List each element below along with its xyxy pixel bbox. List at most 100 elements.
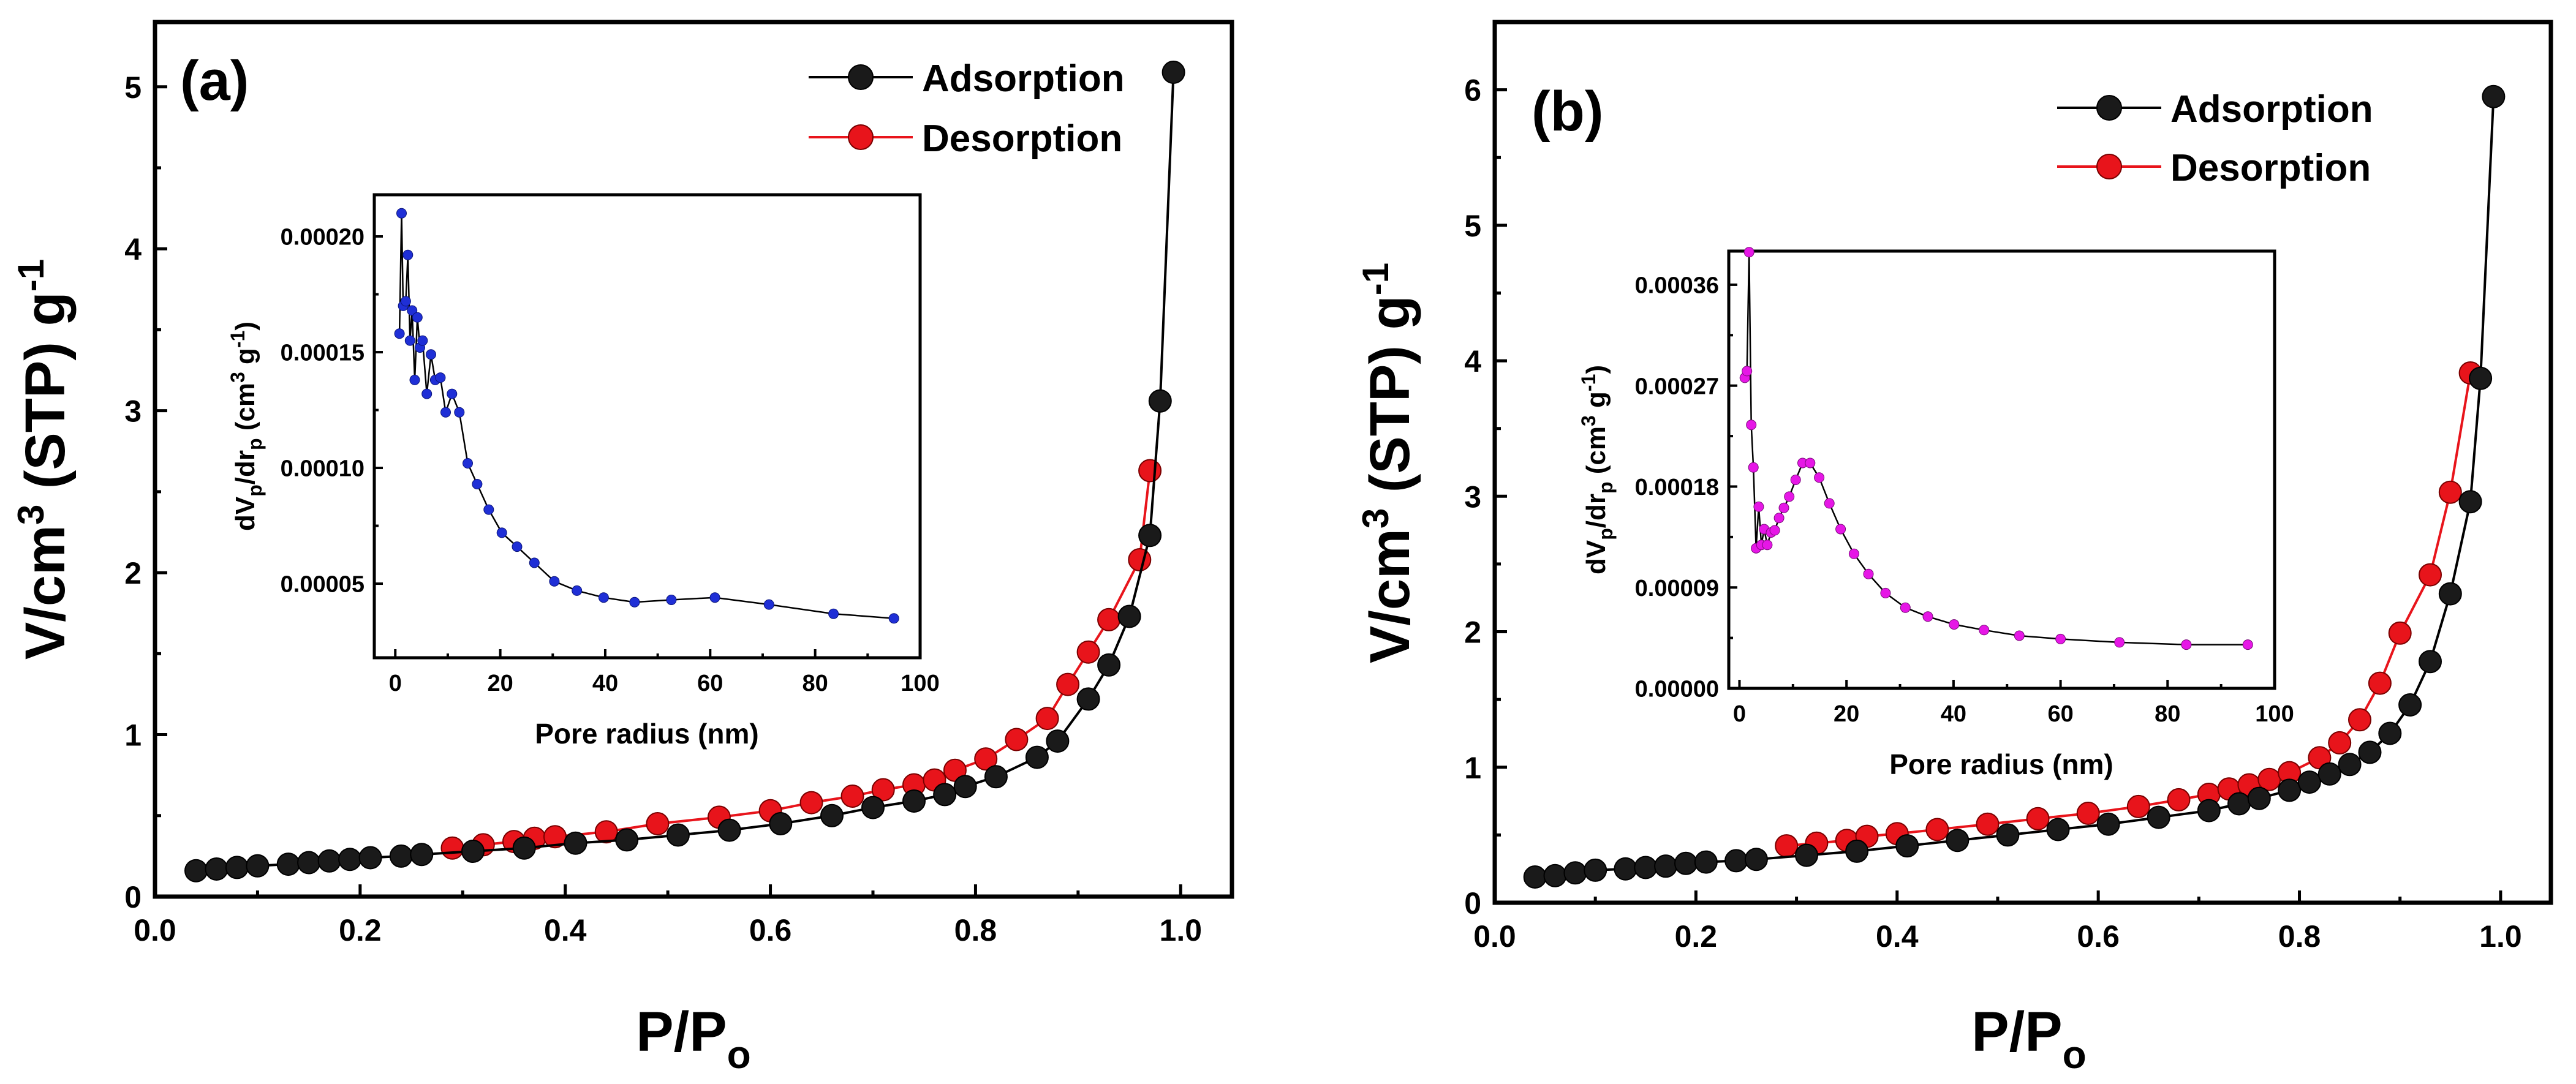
panel-a-inset-psd-point: [496, 527, 507, 538]
panel-b-adsorption-point: [2419, 650, 2442, 674]
panel-a-adsorption-point: [410, 843, 434, 867]
panel-b-y-tick-label: 1: [1464, 751, 1481, 785]
panel-b-adsorption-point: [1543, 864, 1567, 887]
panel-b-adsorption-point: [1795, 843, 1818, 867]
panel-b-x-label: P/Po: [1971, 1001, 2086, 1077]
panel-a-adsorption-point: [461, 840, 485, 863]
panel-b: 0.0 0.2 0.4 0.6 0.8 1.0 0 1 2 3 4 5 6 (b) Adsorption…: [1355, 20, 2553, 1077]
panel-a-desorption-point: [1128, 548, 1152, 571]
panel-a-adsorption-point: [184, 859, 208, 883]
panel-a-desorption-point: [1138, 459, 1162, 483]
panel-a-inset-x-label: Pore radius (nm): [535, 718, 759, 750]
panel-a-inset-psd-point: [463, 458, 473, 469]
panel-b-inset-ticks: 0 20 40 60 80 100 0.00000 0.00009 0.00018 0.00027…: [1635, 273, 2294, 727]
panel-b-inset-psd-point: [1805, 457, 1816, 469]
panel-a-inset-psd-point: [417, 335, 428, 346]
panel-a-inset-y-label: dVp/drp (cm3 g-1): [227, 322, 266, 531]
panel-b-desorption-point: [1976, 812, 2000, 836]
panel-b-desorption-point: [2328, 731, 2352, 755]
panel-a-inset-y-tick-label: 0.00010: [281, 456, 364, 482]
panel-b-adsorption-point: [2438, 582, 2462, 606]
panel-b-inset-psd-point: [1748, 462, 1759, 473]
panel-b-desorption-point: [2167, 788, 2191, 811]
panel-a-adsorption-point: [358, 846, 382, 870]
panel-a-adsorption-point: [1097, 653, 1121, 677]
panel-a-desorption-point: [594, 820, 618, 844]
panel-a-inset-x-tick-label: 40: [592, 671, 618, 696]
panel-b-adsorption-point: [2458, 490, 2482, 514]
panel-b-inset-psd-point: [1790, 475, 1801, 485]
panel-b-inset-x-tick-label: 40: [1941, 701, 1966, 727]
panel-b-inset-psd-point: [1753, 501, 1764, 512]
panel-a-inset-psd-point: [400, 296, 411, 307]
panel-a-adsorption-point: [953, 775, 977, 799]
panel-a-legend-desorption-marker: [848, 124, 874, 150]
panel-b-adsorption-point: [1694, 850, 1718, 874]
panel-a-inset-ticks: 0 20 40 60 80 100 0.00005 0.00010 0.00015 0.00020: [281, 225, 940, 696]
panel-b-adsorption-point: [1895, 834, 1919, 858]
panel-a-inset-psd-point: [512, 541, 523, 552]
panel-b-adsorption-point: [2482, 85, 2506, 108]
panel-a-inset-y-tick-label: 0.00005: [281, 572, 364, 598]
panel-b-desorption-point: [2126, 794, 2150, 818]
panel-b-inset-psd-point: [1814, 472, 1825, 483]
panel-b-adsorption-point: [2197, 799, 2221, 822]
panel-b-ticks: 0.0 0.2 0.4 0.6 0.8 1.0 0 1 2 3 4 5 6: [1464, 73, 2521, 954]
panel-a-inset-psd-point: [435, 372, 446, 383]
panel-a-adsorption-point: [225, 856, 249, 879]
panel-a-inset-psd-point: [447, 388, 458, 399]
panel-b-y-tick-label: 2: [1464, 615, 1481, 650]
panel-a-inset-psd-point: [483, 504, 494, 515]
panel-a-x-label: P/Po: [636, 1001, 750, 1077]
panel-b-adsorption-point: [2227, 792, 2251, 816]
panel-a-inset-psd-point: [709, 592, 720, 603]
panel-b-inset-psd-point: [2114, 637, 2125, 648]
panel-b-adsorption-point: [1996, 823, 2020, 847]
panel-a-desorption-point: [871, 778, 895, 802]
panel-a-adsorption-point: [564, 831, 587, 855]
panel-b-inset-psd-point: [1848, 548, 1859, 559]
panel-b-x-tick-label: 0.2: [1675, 919, 1718, 954]
panel-b-adsorption-point: [2469, 366, 2493, 390]
panel-a-adsorption-point: [902, 789, 926, 813]
panel-a-label: (a): [180, 50, 249, 112]
panel-b-adsorption-point: [1634, 856, 1658, 879]
panel-a: 0.0 0.2 0.4 0.6 0.8 1.0 0 1 2 3 4 5 (a) Adsorption …: [10, 20, 1234, 1077]
panel-a-inset-x-tick-label: 80: [803, 671, 828, 696]
panel-a-adsorption-point: [1025, 745, 1049, 769]
panel-a-inset-psd-point: [763, 599, 774, 610]
panel-a-x-tick-label: 1.0: [1160, 913, 1203, 947]
panel-b-adsorption-point: [2046, 818, 2070, 841]
panel-b-desorption-point: [2348, 708, 2371, 732]
panel-a-y-tick-label: 1: [124, 718, 142, 753]
panel-a-inset-psd-point: [421, 388, 432, 399]
panel-a-desorption-point: [1056, 672, 1080, 696]
panel-b-inset-y-label: dVp/drp (cm3 g-1): [1577, 365, 1617, 574]
panel-a-inset-psd-point: [828, 608, 839, 619]
panel-a-adsorption-point: [389, 844, 413, 868]
panel-a-legend: Adsorption Desorption: [809, 58, 1125, 160]
panel-b-inset-y-tick-label: 0.00009: [1635, 576, 1719, 601]
panel-b-y-tick-label: 4: [1464, 344, 1481, 378]
panel-b-desorption-point: [2388, 621, 2412, 645]
panel-a-adsorption-point: [984, 765, 1008, 789]
panel-a-y-tick-label: 3: [124, 394, 142, 429]
panel-a-adsorption-point: [615, 828, 639, 852]
panel-b-plot-frame: [1492, 20, 2553, 905]
panel-b-inset-psd-point: [1880, 587, 1891, 598]
panel-b-inset-psd-point: [1835, 524, 1846, 535]
panel-b-desorption-point: [2438, 480, 2462, 504]
panel-b-adsorption-point: [1614, 857, 1637, 881]
panel-a-adsorption-point: [317, 849, 341, 873]
panel-b-series: [1523, 85, 2506, 889]
panel-b-inset-psd-point: [1743, 247, 1754, 258]
panel-b-y-label: V/cm3 (STP) g-1: [1355, 263, 1421, 663]
panel-b-inset-psd-point: [1746, 420, 1757, 431]
panel-b-adsorption-point: [1674, 851, 1698, 875]
panel-b-inset-psd-point: [1922, 611, 1933, 622]
panel-b-adsorption-point: [2096, 812, 2120, 836]
panel-a-inset-psd-point: [629, 597, 640, 608]
panel-a-desorption-point: [1076, 640, 1100, 664]
panel-a-adsorption-point: [820, 804, 844, 827]
panel-a-inset-psd-point: [409, 374, 420, 385]
